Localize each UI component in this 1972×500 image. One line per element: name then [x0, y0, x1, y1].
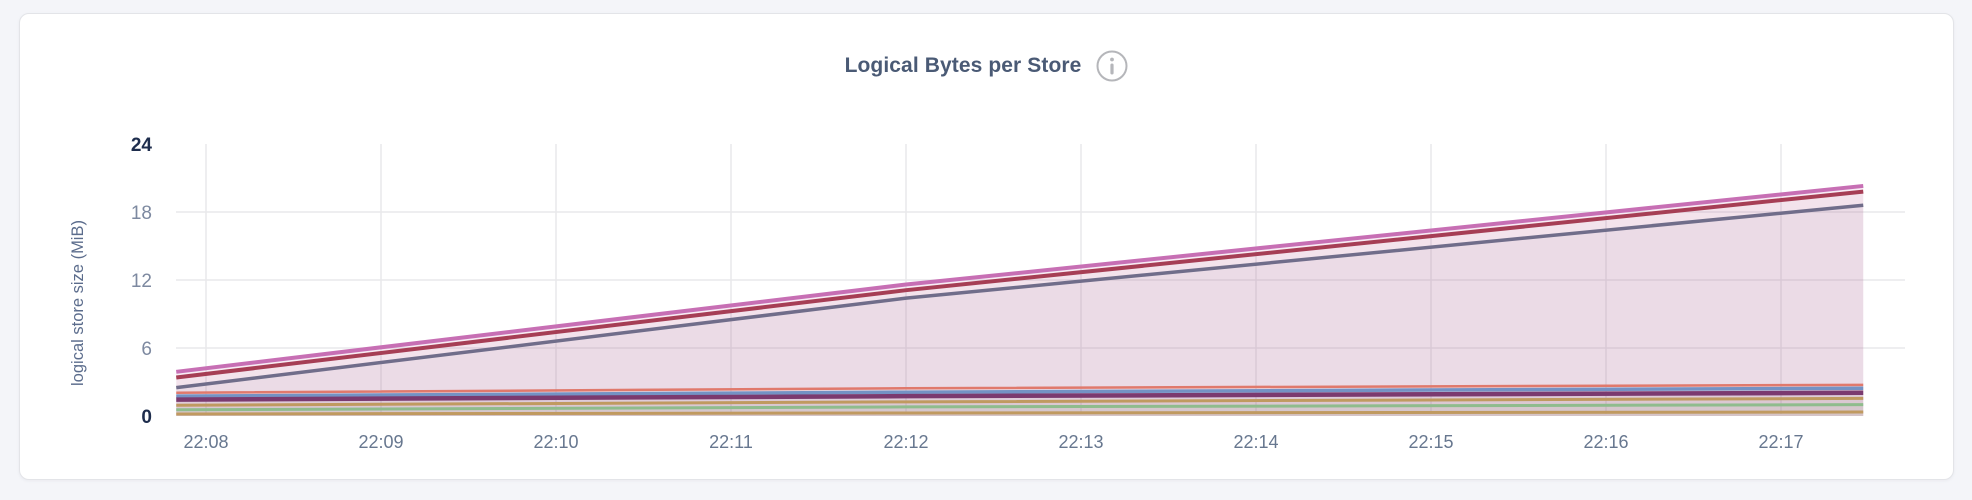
- series-line-series-7-tan: [176, 396, 1864, 407]
- x-tick-label: 22:12: [883, 432, 928, 452]
- y-tick-label: 24: [131, 135, 153, 156]
- y-tick-label: 0: [141, 407, 152, 428]
- series-line-series-5-blue: [176, 386, 1864, 398]
- series-line-series-3-slate: [176, 203, 1864, 390]
- series-area-series-3-slate: [176, 205, 1864, 416]
- chart-header: Logical Bytes per Store: [20, 50, 1953, 82]
- chart-title: Logical Bytes per Store: [844, 54, 1082, 77]
- x-tick-label: 22:14: [1233, 432, 1278, 452]
- series-line-series-8-green: [176, 403, 1864, 412]
- x-tick-label: 22:15: [1408, 432, 1453, 452]
- series-area-series-1-orchid: [176, 185, 1864, 416]
- y-tick-label: 12: [131, 271, 152, 292]
- x-tick-label: 22:08: [183, 432, 228, 452]
- series-line-series-6-plum: [176, 390, 1864, 402]
- x-tick-label: 22:11: [709, 432, 753, 452]
- info-icon[interactable]: [1096, 50, 1128, 82]
- x-tick-label: 22:10: [533, 432, 578, 452]
- series-line-series-4-salmon: [176, 383, 1864, 395]
- series-line-series-2-crimson: [176, 189, 1864, 380]
- y-tick-label: 6: [141, 339, 152, 360]
- y-tick-label: 18: [131, 203, 152, 224]
- x-tick-label: 22:13: [1058, 432, 1103, 452]
- x-tick-label: 22:16: [1583, 432, 1628, 452]
- series-line-series-1-orchid: [176, 183, 1864, 374]
- x-tick-label: 22:09: [358, 432, 403, 452]
- x-tick-label: 22:17: [1758, 432, 1803, 452]
- series-line-series-9-tan: [176, 410, 1864, 416]
